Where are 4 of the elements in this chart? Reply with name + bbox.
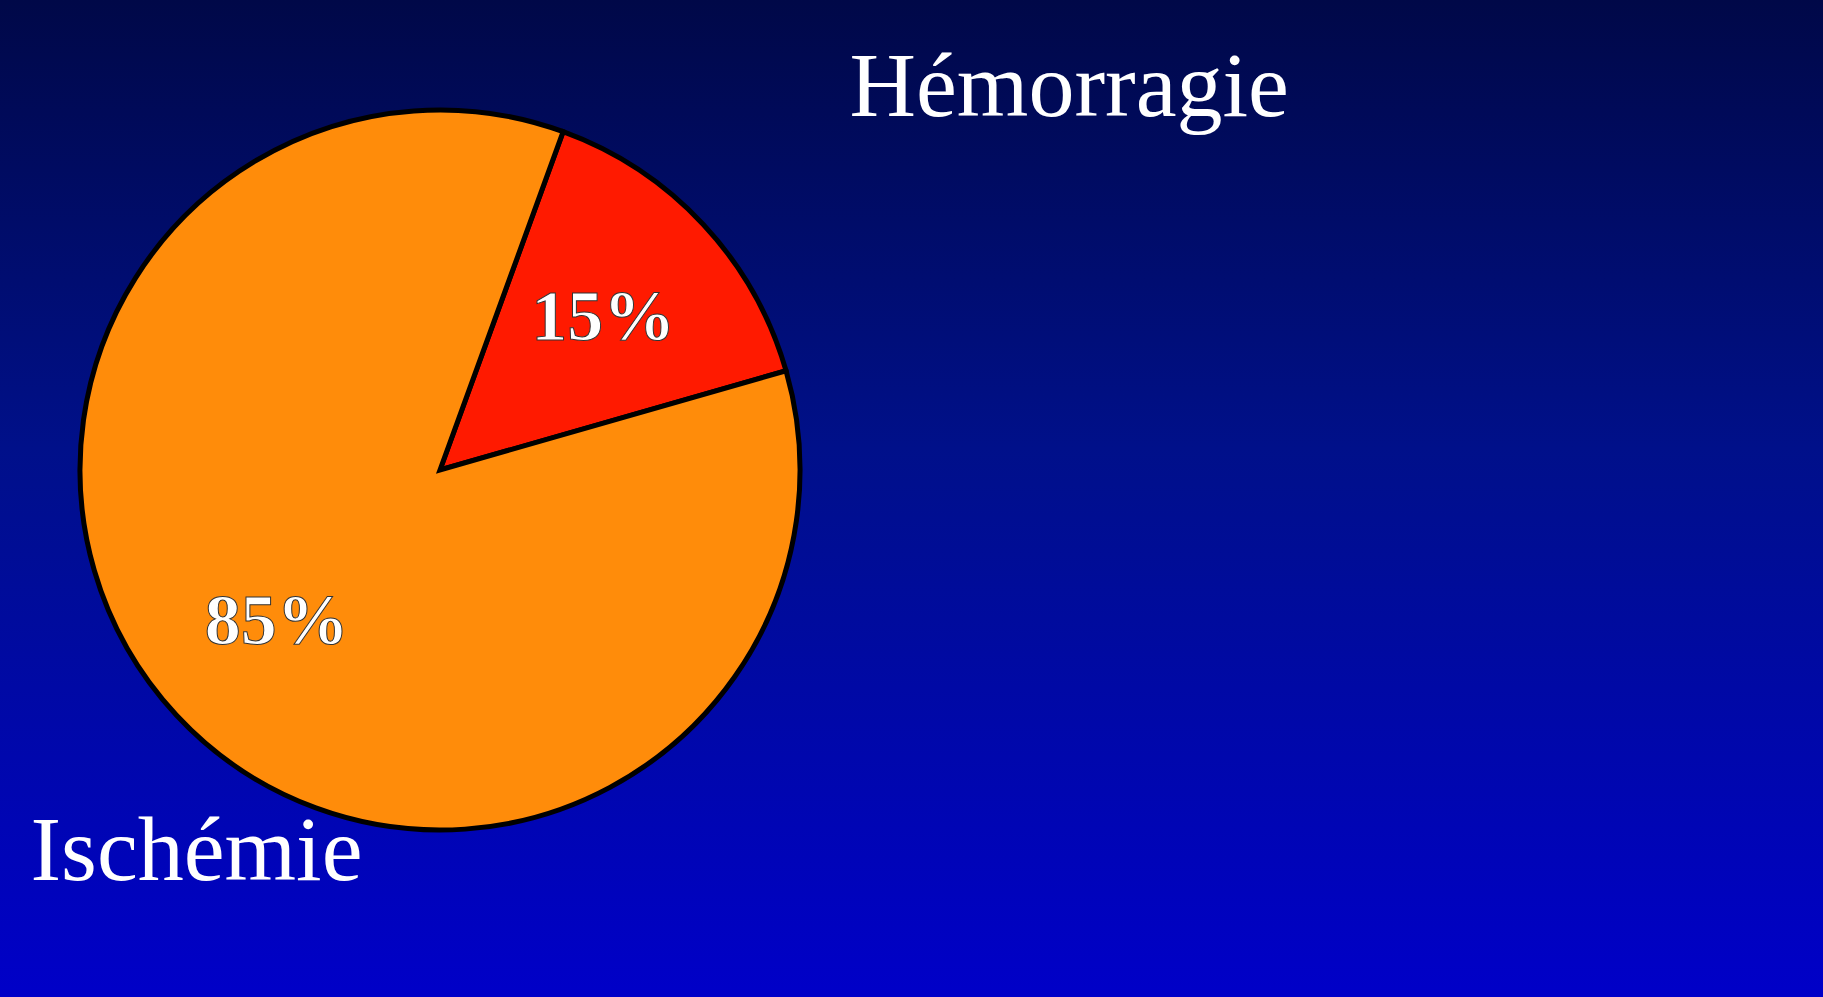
data-label: 15% xyxy=(531,275,676,356)
slice-label: Ischémie xyxy=(30,797,363,900)
data-label: 85% xyxy=(204,580,349,661)
slice-label: Hémorragie xyxy=(849,34,1289,137)
